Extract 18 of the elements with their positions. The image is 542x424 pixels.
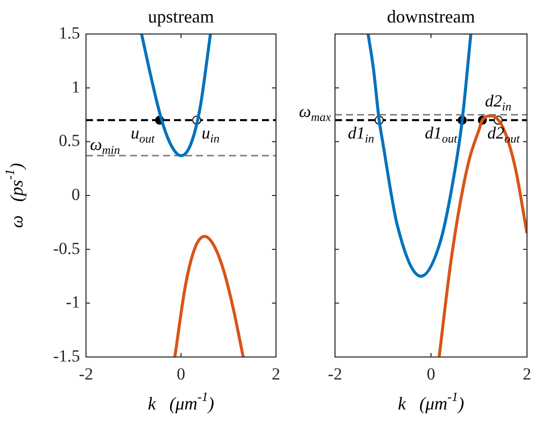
x-tick-label: 0 [176, 364, 186, 384]
chart-title: downstream [387, 6, 475, 27]
y-tick-label: 0 [72, 184, 80, 204]
y-axis-title: ω (ps-1) [2, 162, 27, 228]
y-tick-label: -0.5 [53, 238, 80, 258]
line-series [140, 34, 212, 158]
y-tick-label: 1 [72, 77, 80, 96]
y-tick-label: -1.5 [53, 346, 80, 366]
x-tick-label: 2 [522, 364, 532, 384]
x-tick-label: 0 [426, 364, 436, 384]
x-tick-label: 2 [272, 364, 280, 384]
y-tick-label: 0.5 [58, 131, 80, 150]
y-tick-label: -1 [66, 292, 80, 312]
x-tick-label: -2 [78, 364, 94, 384]
chart-title: upstream [148, 6, 214, 27]
line-series [173, 234, 245, 357]
y-tick-label: 1.5 [58, 23, 80, 42]
x-tick-label: -2 [328, 364, 342, 384]
